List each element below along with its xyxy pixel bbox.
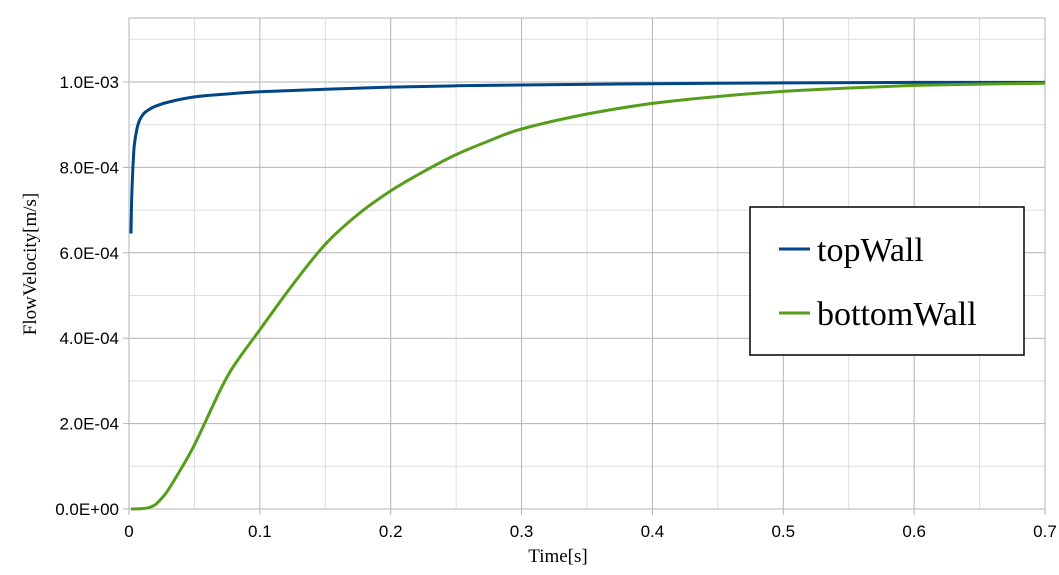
x-tick-label: 0.2 <box>379 522 403 541</box>
y-axis-title: FlowVelocity[m/s] <box>20 193 41 336</box>
series-line-topwall <box>129 80 1045 234</box>
legend-item-topwall: topWall <box>779 232 924 269</box>
y-tick-label: 2.0E-04 <box>59 415 119 434</box>
legend-label-bottomwall: bottomWall <box>817 296 977 333</box>
x-tick-label: 0.4 <box>641 522 665 541</box>
y-axis: 0.0E+00 2.0E-04 4.0E-04 6.0E-04 8.0E-04 1.0E-… <box>55 73 129 519</box>
legend: topWall bottomWall <box>749 206 1025 356</box>
legend-box <box>749 206 1025 356</box>
x-tick-label: 0.6 <box>902 522 926 541</box>
x-axis: 0 0.1 0.2 0.3 0.4 0.5 0.6 0.7 <box>124 509 1057 541</box>
x-tick-label: 0 <box>124 522 133 541</box>
x-tick-label: 0.7 <box>1033 522 1057 541</box>
plot-area-frame <box>128 17 1046 510</box>
series-layer <box>129 80 1046 511</box>
y-tick-label: 6.0E-04 <box>59 244 119 263</box>
x-tick-label: 0.1 <box>248 522 272 541</box>
x-tick-label: 0.3 <box>510 522 534 541</box>
x-tick-label: 0.5 <box>771 522 795 541</box>
legend-label-topwall: topWall <box>817 232 924 269</box>
y-tick-label: 0.0E+00 <box>55 500 119 519</box>
y-tick-label: 8.0E-04 <box>59 158 119 177</box>
y-tick-label: 4.0E-04 <box>59 329 119 348</box>
legend-item-bottomwall: bottomWall <box>779 296 977 333</box>
series-line-bottomwall <box>130 81 1046 511</box>
x-axis-title: Time[s] <box>528 546 587 567</box>
y-tick-label: 1.0E-03 <box>59 73 119 92</box>
